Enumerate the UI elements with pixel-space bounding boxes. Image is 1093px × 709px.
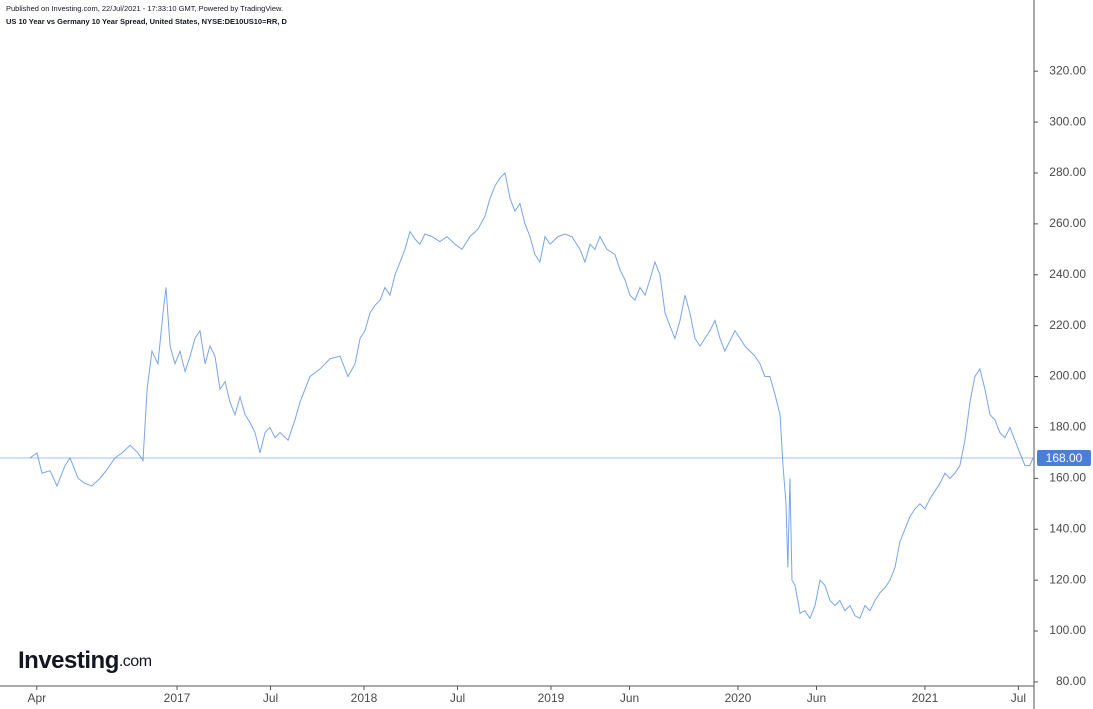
y-tick-label: 300.00 <box>1049 114 1086 128</box>
x-tick-label: Apr <box>27 691 46 705</box>
y-tick-label: 160.00 <box>1049 471 1086 485</box>
x-tick-label: 2019 <box>538 691 565 705</box>
y-tick-label: 100.00 <box>1049 623 1086 637</box>
x-tick-label: Jul <box>450 691 465 705</box>
x-tick-label: 2021 <box>912 691 939 705</box>
x-tick-label: Jul <box>1011 691 1026 705</box>
y-tick-label: 140.00 <box>1049 521 1086 535</box>
series-line <box>29 171 1034 620</box>
x-tick-label: 2017 <box>164 691 191 705</box>
y-tick-label: 240.00 <box>1049 267 1086 281</box>
x-tick-label: Jun <box>620 691 639 705</box>
y-tick-label: 200.00 <box>1049 369 1086 383</box>
y-tick-label: 260.00 <box>1049 216 1086 230</box>
y-tick-label: 280.00 <box>1049 165 1086 179</box>
y-tick-label: 180.00 <box>1049 420 1086 434</box>
y-tick-label: 120.00 <box>1049 572 1086 586</box>
published-note: Published on Investing.com, 22/Jul/2021 … <box>6 4 283 13</box>
logo-suffix: .com <box>119 653 152 670</box>
chart-title: US 10 Year vs Germany 10 Year Spread, Un… <box>6 17 287 26</box>
x-tick-label: Jun <box>807 691 826 705</box>
y-tick-label: 80.00 <box>1056 674 1086 688</box>
x-tick-label: 2020 <box>725 691 752 705</box>
last-value-label: 168.00 <box>1046 451 1083 465</box>
y-tick-label: 220.00 <box>1049 318 1086 332</box>
x-tick-label: 2018 <box>351 691 378 705</box>
last-value-box <box>1037 449 1091 466</box>
y-tick-label: 320.00 <box>1049 63 1086 77</box>
logo-word: Investing <box>18 647 119 674</box>
x-tick-label: Jul <box>263 691 278 705</box>
logo-name: Investing.com <box>18 647 152 674</box>
